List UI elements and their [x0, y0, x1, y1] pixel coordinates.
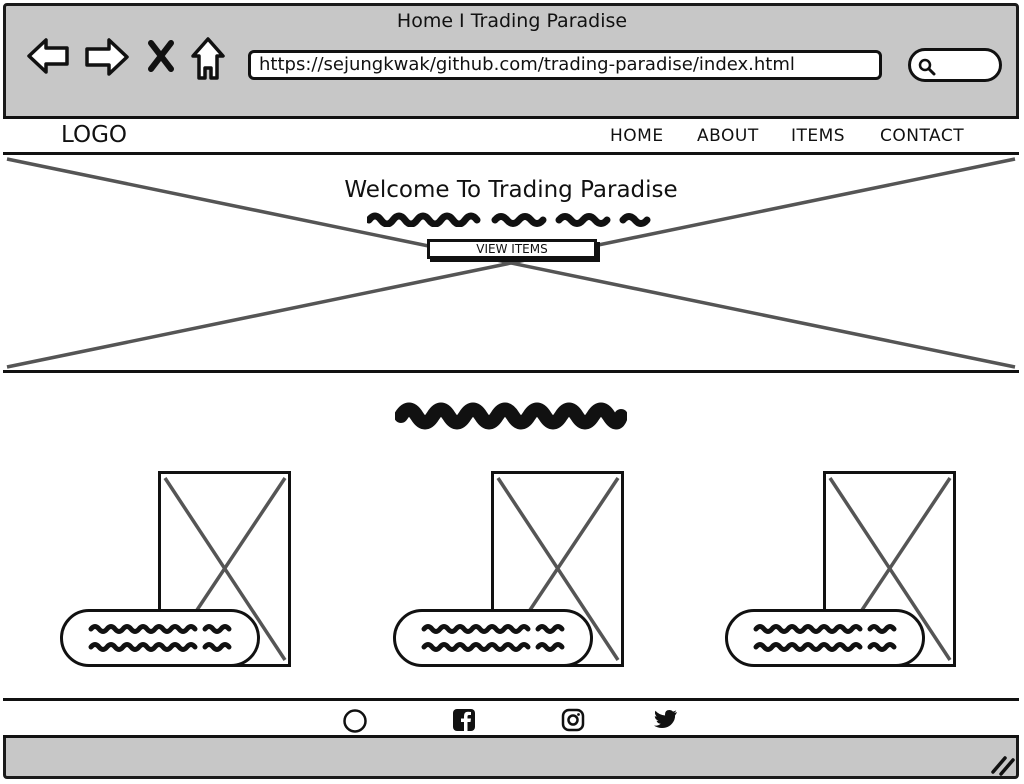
nav-link-about[interactable]: ABOUT [697, 126, 759, 146]
circle-icon[interactable] [342, 708, 368, 738]
site-logo[interactable]: LOGO [61, 122, 128, 148]
item-caption-text-placeholder [88, 624, 232, 652]
hero-title: Welcome To Trading Paradise [344, 177, 678, 203]
item-card[interactable] [60, 471, 300, 671]
window-title: Home I Trading Paradise [396, 10, 628, 32]
item-caption [725, 609, 925, 667]
home-icon[interactable] [190, 36, 226, 86]
item-caption-text-placeholder [421, 624, 565, 652]
resize-grip-icon[interactable] [989, 752, 1015, 780]
hero-subtitle-placeholder [367, 212, 651, 227]
site-footer [3, 698, 1019, 738]
hero-banner: Welcome To Trading Paradise VIEW ITEMS [3, 155, 1019, 373]
nav-link-contact[interactable]: CONTACT [880, 126, 965, 146]
site-navbar: LOGO HOME ABOUT ITEMS CONTACT [3, 116, 1019, 155]
item-caption-text-placeholder [753, 624, 897, 652]
hero-image-placeholder [6, 157, 1016, 369]
twitter-icon[interactable] [653, 709, 679, 735]
instagram-icon[interactable] [561, 708, 585, 736]
item-caption [60, 609, 260, 667]
forward-arrow-icon[interactable] [84, 36, 130, 82]
search-field[interactable] [908, 48, 1002, 82]
item-card[interactable] [393, 471, 633, 671]
view-items-button[interactable]: VIEW ITEMS [427, 239, 597, 259]
close-icon[interactable] [148, 40, 174, 76]
back-arrow-icon[interactable] [26, 36, 70, 80]
nav-link-items[interactable]: ITEMS [791, 126, 846, 146]
item-caption [393, 609, 593, 667]
nav-link-home[interactable]: HOME [610, 126, 664, 146]
facebook-icon[interactable] [452, 708, 476, 736]
address-bar[interactable]: https://sejungkwak/github.com/trading-pa… [248, 50, 882, 80]
item-card[interactable] [725, 471, 965, 671]
items-section [3, 373, 1019, 698]
search-icon [918, 58, 936, 76]
section-heading-placeholder [395, 402, 627, 430]
